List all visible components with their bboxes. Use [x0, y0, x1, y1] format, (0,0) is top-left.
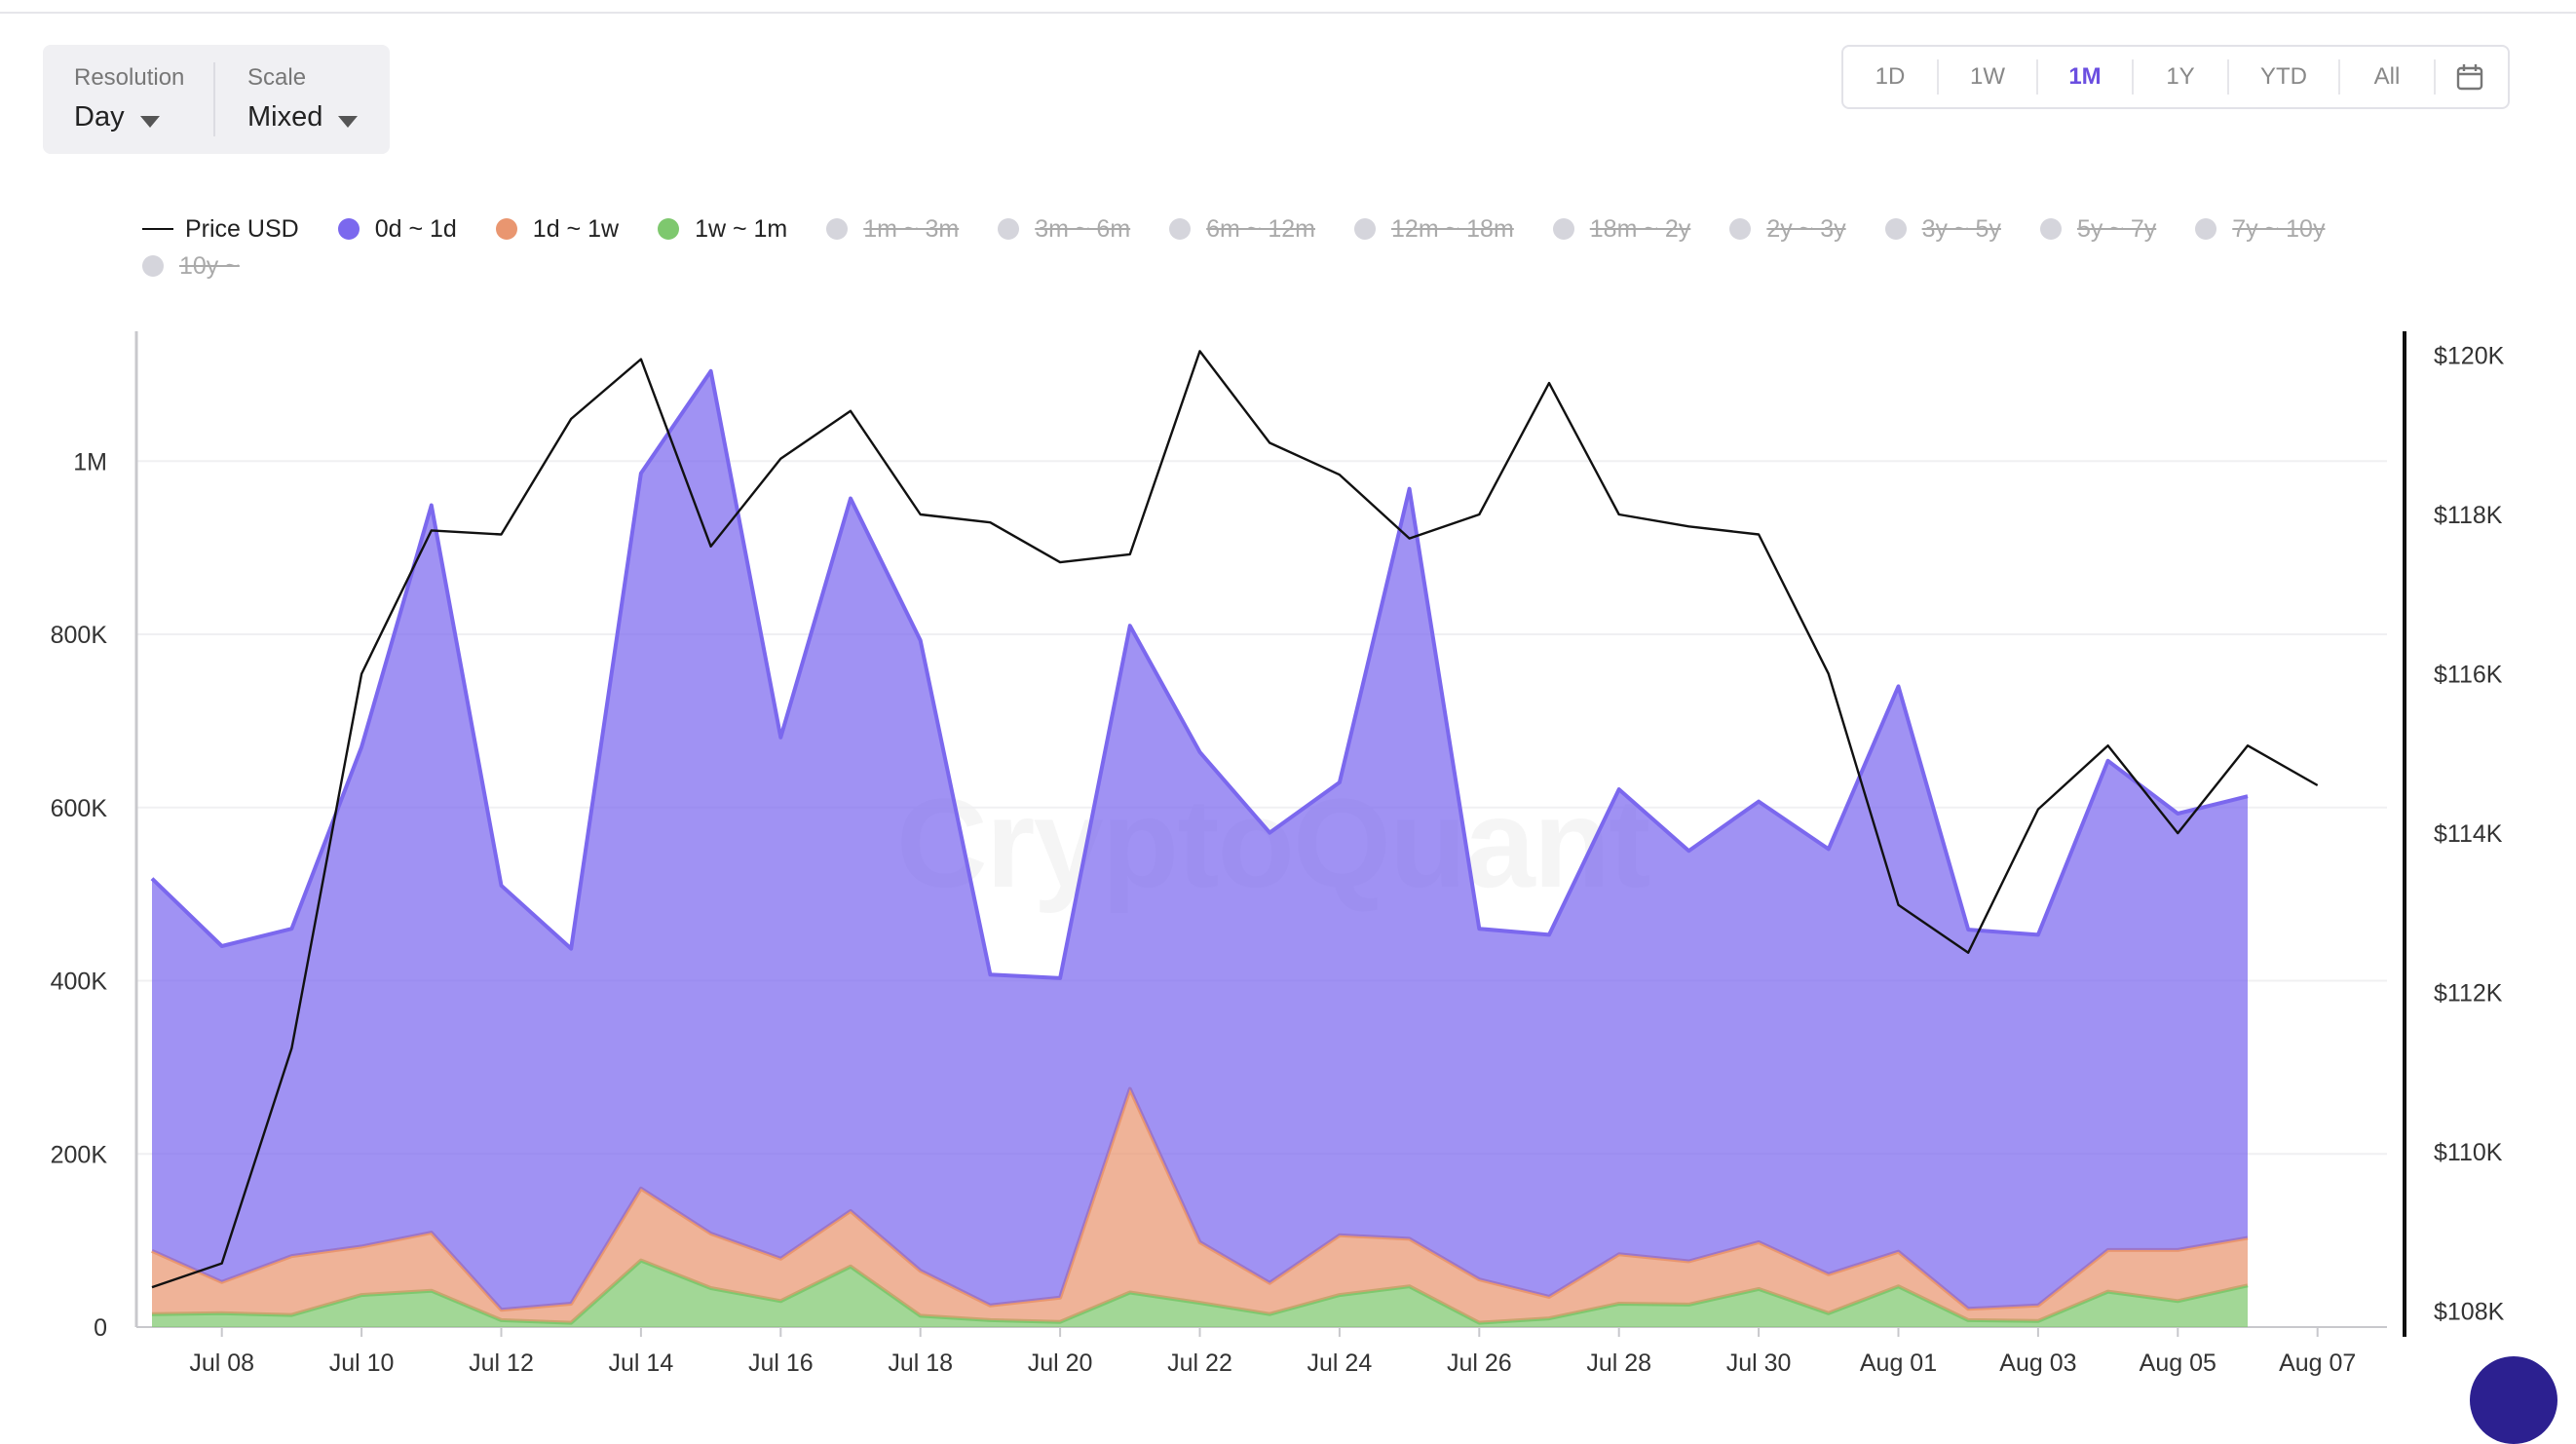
legend-item[interactable]: 12m ~ 18m	[1354, 212, 1514, 246]
legend-item[interactable]: 10y ~	[142, 249, 240, 283]
legend-label: Price USD	[185, 214, 299, 243]
scale-label: Scale	[247, 64, 307, 91]
chart-settings-panel: Resolution Day Scale Mixed	[43, 45, 390, 154]
x-tick-label: Jul 10	[329, 1349, 395, 1377]
range-button-all[interactable]: All	[2340, 59, 2436, 95]
x-tick-label: Aug 03	[1999, 1349, 2076, 1377]
y-right-tick-label: $108K	[2434, 1299, 2505, 1326]
time-range-selector: 1D 1W 1M 1Y YTD All	[1841, 45, 2510, 109]
legend-dot-swatch	[998, 218, 1020, 240]
x-tick-label: Jul 16	[748, 1349, 814, 1377]
legend-dot-swatch	[2195, 218, 2217, 240]
legend-dot-swatch	[1729, 218, 1752, 240]
caret-down-icon	[139, 115, 160, 128]
legend-item[interactable]: 1m ~ 3m	[826, 212, 959, 246]
y-left-tick-label: 1M	[73, 448, 107, 475]
x-tick-label: Jul 24	[1307, 1349, 1373, 1377]
legend-item[interactable]: 1d ~ 1w	[495, 212, 620, 246]
y-left-tick-label: 0	[94, 1314, 107, 1342]
range-button-ytd[interactable]: YTD	[2229, 59, 2340, 95]
legend-label: 10y ~	[179, 251, 240, 280]
y-right-tick-label: $118K	[2434, 502, 2503, 529]
legend-label: 3y ~ 5y	[1921, 214, 2001, 243]
legend-item[interactable]: 2y ~ 3y	[1729, 212, 1846, 246]
y-left-tick-label: 200K	[51, 1141, 108, 1168]
x-tick-label: Jul 22	[1167, 1349, 1232, 1377]
x-tick-label: Jul 30	[1726, 1349, 1792, 1377]
legend-dot-swatch	[1884, 218, 1907, 240]
legend-dot-swatch	[1354, 218, 1377, 240]
legend-label: 6m ~ 12m	[1206, 214, 1316, 243]
y-right-tick-label: $110K	[2434, 1139, 2503, 1166]
legend-dot-swatch	[337, 218, 360, 240]
x-tick-label: Jul 08	[189, 1349, 254, 1377]
x-tick-label: Aug 01	[1860, 1349, 1937, 1377]
legend-item[interactable]: Price USD	[142, 212, 299, 246]
legend-label: 12m ~ 18m	[1391, 214, 1514, 243]
legend-item[interactable]: 7y ~ 10y	[2195, 212, 2325, 246]
legend-item[interactable]: 5y ~ 7y	[2039, 212, 2157, 246]
area-outline	[150, 368, 2249, 980]
x-tick-label: Aug 05	[2140, 1349, 2216, 1377]
y-left-tick-label: 400K	[51, 969, 108, 996]
y-left-tick-label: 800K	[51, 622, 108, 649]
legend-dot-swatch	[658, 218, 680, 240]
settings-divider	[213, 62, 215, 136]
legend-dot-swatch	[1169, 218, 1192, 240]
legend-label: 1w ~ 1m	[695, 214, 788, 243]
x-tick-label: Jul 26	[1447, 1349, 1512, 1377]
area-0d-1d	[152, 370, 2248, 1311]
legend-label: 5y ~ 7y	[2076, 214, 2157, 243]
legend-item[interactable]: 0d ~ 1d	[337, 212, 457, 246]
legend-label: 3m ~ 6m	[1035, 214, 1131, 243]
legend-dot-swatch	[495, 218, 517, 240]
legend-line-swatch	[142, 228, 173, 230]
caret-down-icon	[338, 115, 359, 128]
legend-label: 0d ~ 1d	[374, 214, 457, 243]
area-1w-1m	[152, 1260, 2248, 1327]
range-button-1w[interactable]: 1W	[1939, 59, 2038, 95]
legend-item[interactable]: 3m ~ 6m	[998, 212, 1130, 246]
calendar-icon[interactable]	[2436, 59, 2504, 95]
scale-value: Mixed	[247, 101, 323, 133]
resolution-dropdown[interactable]: Resolution Day	[74, 60, 220, 138]
resolution-label: Resolution	[74, 64, 185, 91]
y-right-tick-label: $114K	[2434, 820, 2503, 848]
legend-label: 1m ~ 3m	[863, 214, 960, 243]
legend-label: 2y ~ 3y	[1766, 214, 1846, 243]
legend-dot-swatch	[2039, 218, 2062, 240]
legend-item[interactable]: 18m ~ 2y	[1552, 212, 1691, 246]
scale-dropdown[interactable]: Scale Mixed	[247, 60, 374, 138]
y-right-tick-label: $112K	[2434, 980, 2503, 1007]
range-button-1m[interactable]: 1M	[2038, 59, 2134, 95]
beincrypto-logo	[2470, 1356, 2557, 1444]
range-button-1d[interactable]: 1D	[1843, 59, 1939, 95]
legend-item[interactable]: 6m ~ 12m	[1169, 212, 1315, 246]
price-usd-line	[151, 350, 2319, 1289]
legend-dot-swatch	[1552, 218, 1574, 240]
y-right-tick-label: $120K	[2434, 343, 2505, 370]
legend-dot-swatch	[826, 218, 849, 240]
x-tick-label: Jul 20	[1028, 1349, 1093, 1377]
legend-item[interactable]: 1w ~ 1m	[658, 212, 787, 246]
top-divider	[0, 0, 2576, 14]
resolution-value: Day	[74, 101, 125, 133]
x-tick-label: Jul 14	[609, 1349, 674, 1377]
legend-item[interactable]: 3y ~ 5y	[1884, 212, 2001, 246]
legend-dot-swatch	[142, 255, 164, 277]
legend-label: 7y ~ 10y	[2232, 214, 2326, 243]
x-tick-label: Jul 18	[888, 1349, 953, 1377]
y-right-tick-label: $116K	[2434, 662, 2503, 689]
legend-label: 18m ~ 2y	[1589, 214, 1691, 243]
x-tick-label: Jul 12	[469, 1349, 534, 1377]
area-1d-1w	[152, 1088, 2248, 1323]
x-tick-label: Aug 07	[2279, 1349, 2356, 1377]
chart-legend: Price USD 0d ~ 1d 1d ~ 1w 1w ~ 1m 1m ~ 3m 3m …	[142, 212, 2481, 283]
y-left-tick-label: 600K	[51, 795, 108, 822]
x-tick-label: Jul 28	[1586, 1349, 1651, 1377]
legend-label: 1d ~ 1w	[532, 214, 620, 243]
range-button-1y[interactable]: 1Y	[2134, 59, 2229, 95]
